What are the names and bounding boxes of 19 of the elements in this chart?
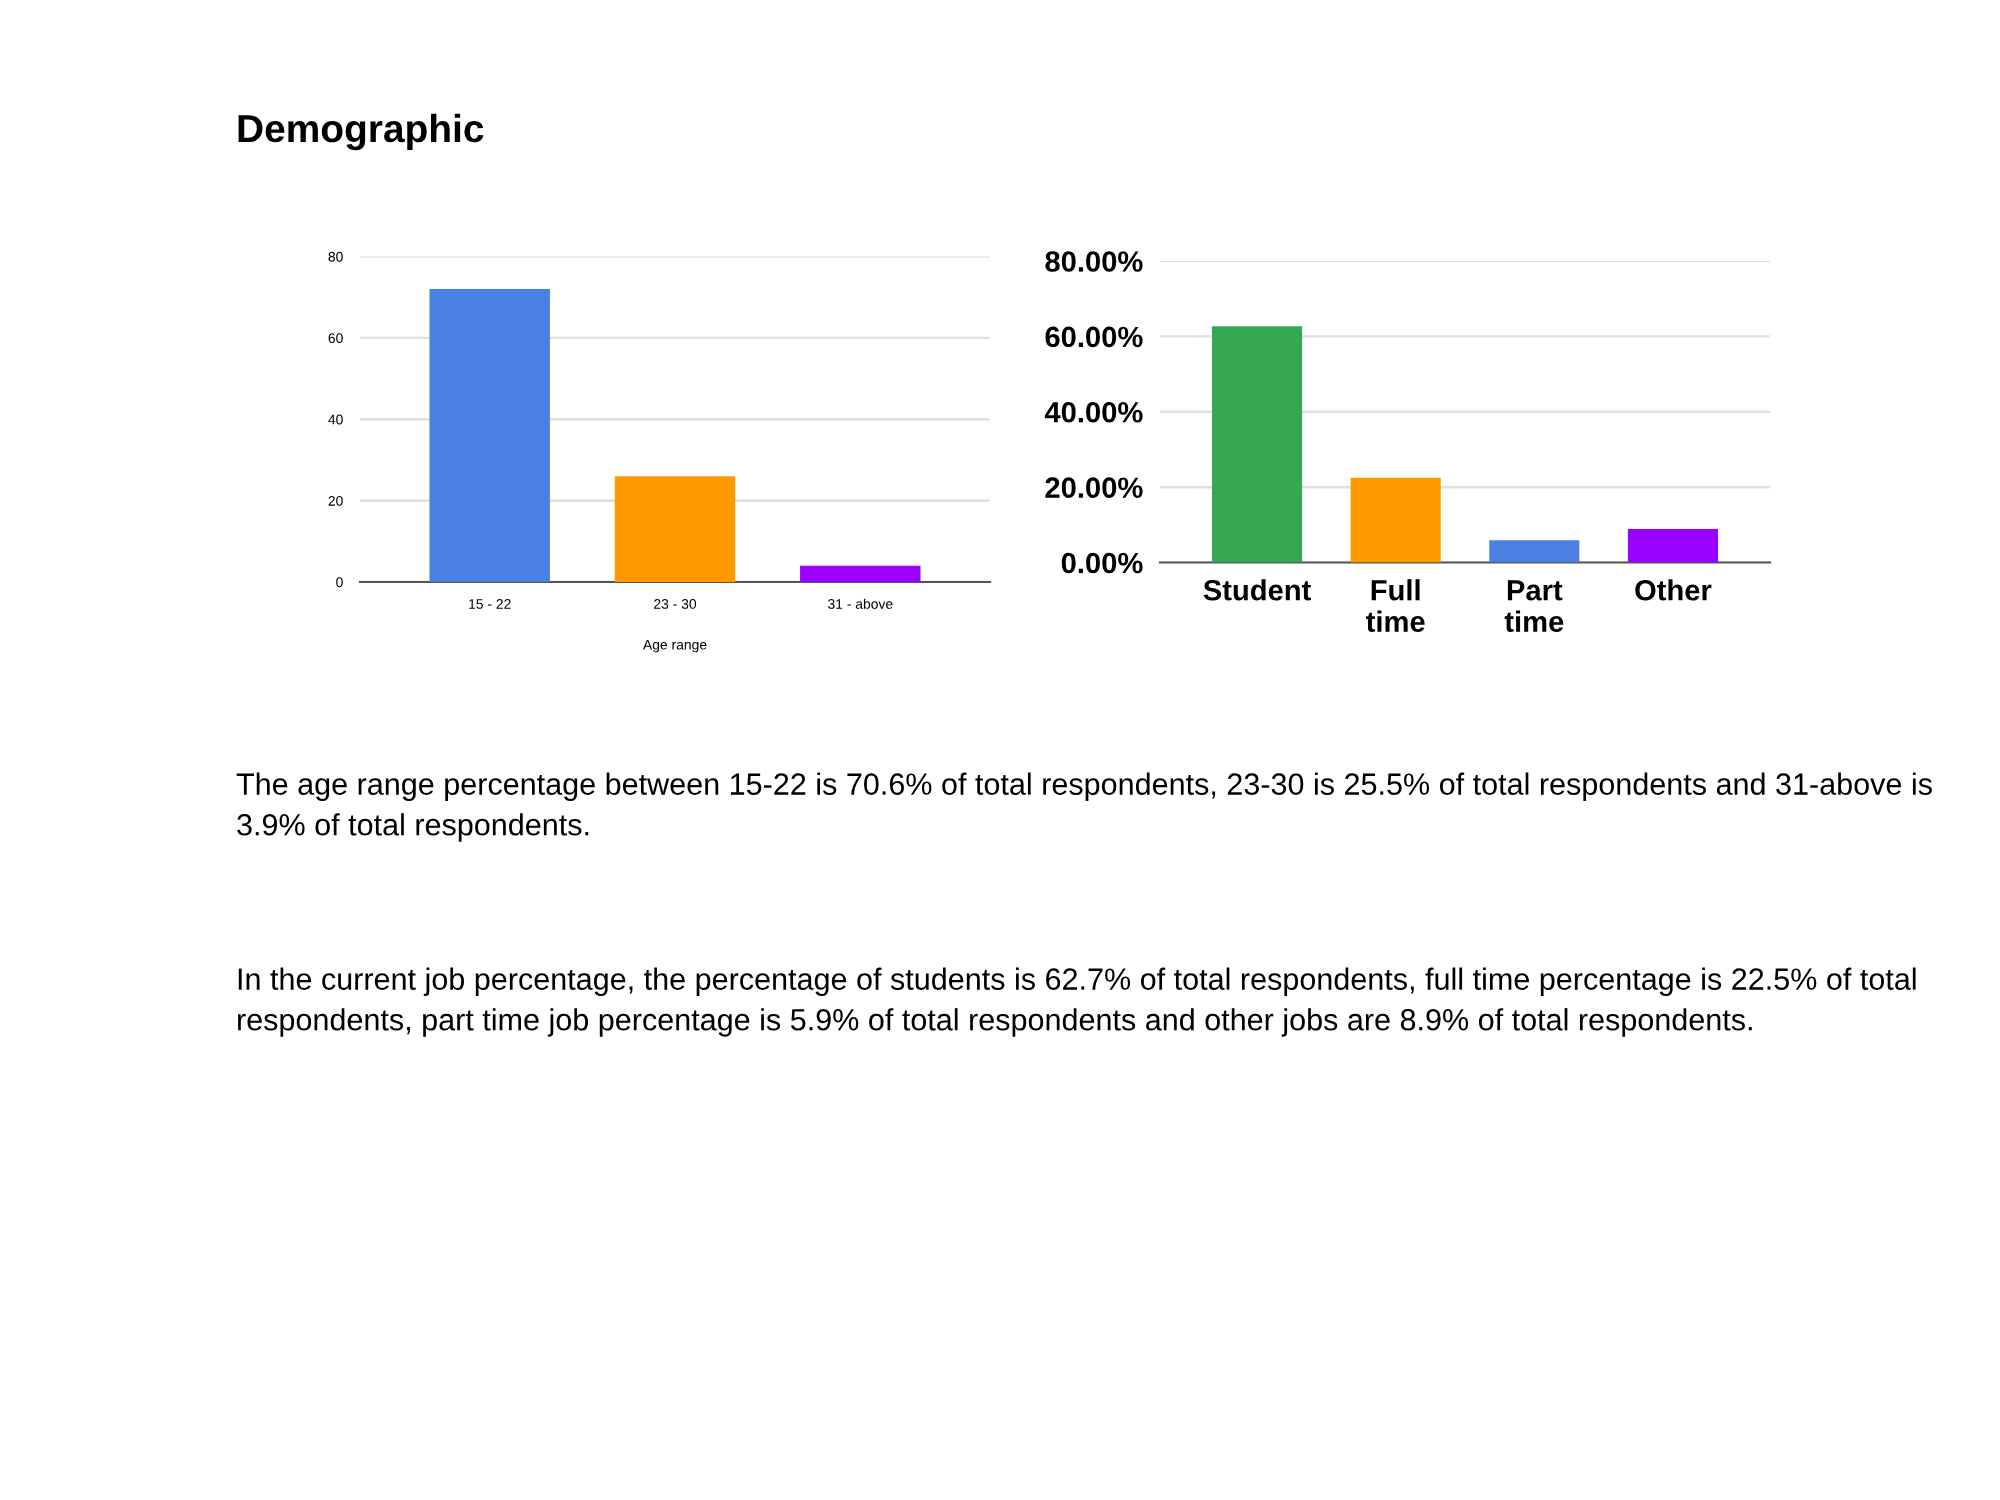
y-tick-label: 40.00% — [1044, 401, 1143, 423]
x-tick-label: Full time — [1366, 579, 1425, 633]
bar — [1489, 540, 1580, 563]
y-tick-label: 20.00% — [1045, 477, 1143, 498]
bar — [614, 476, 736, 582]
x-tick-label: Other — [1635, 579, 1712, 601]
y-tick-label: 0.00% — [1061, 552, 1143, 574]
text: In the current job percentage, the percentage of students is 62.7% of total respondents, full time percentage is 22.5% of total respondents, part time job percentage is 5.9% of total respondents and other jobs are 8.9% of total respondents. — [238, 967, 1916, 1037]
x-tick-label: Part time — [1504, 580, 1564, 633]
bar — [429, 289, 550, 582]
bar — [1627, 528, 1719, 563]
y-tick-label: 60.00% — [1045, 326, 1143, 348]
bar — [1211, 326, 1303, 563]
text: The age range percentage between 15-22 is 70.6% of total respondents, 23-30 is 25.5% of total respondents and 31-above is 3.9% of total respondents. — [236, 772, 1932, 842]
x-tick-label: Student — [1203, 579, 1311, 601]
bar — [1350, 477, 1441, 563]
bar — [800, 565, 921, 582]
chart-title: Demographic — [238, 113, 484, 151]
y-tick-label: 80.00% — [1045, 251, 1143, 272]
